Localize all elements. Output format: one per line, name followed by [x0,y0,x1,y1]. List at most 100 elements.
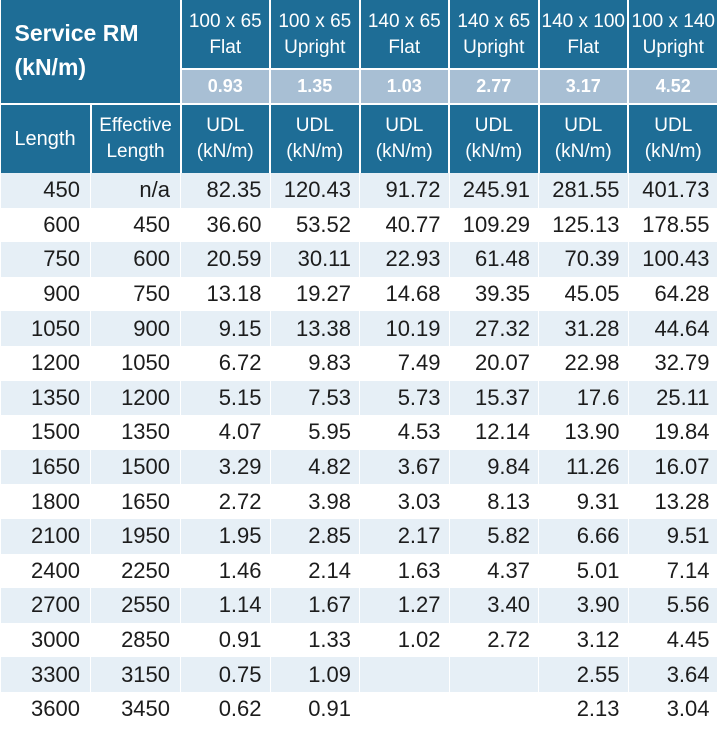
effective-length-cell: n/a [89,173,181,208]
udl-cell: 13.90 [538,415,629,450]
length-cell: 3000 [0,622,91,658]
udl-cell: 6.66 [538,518,629,554]
udl-cell: 8.13 [448,484,539,519]
table-row: 2100 1950 1.95 2.85 2.17 5.82 6.66 9.51 [0,518,717,554]
udl-cell: 7.49 [359,345,450,381]
length-cell: 1650 [0,449,91,485]
length-cell: 750 [0,242,91,277]
length-cell: 3300 [0,657,91,692]
udl-header: UDL (kN/m) [358,104,450,173]
udl-cell: 2.85 [269,518,360,554]
effective-length-cell: 3450 [89,691,181,727]
udl-cell: 3.40 [448,588,539,623]
udl-cell: 1.67 [269,588,360,623]
udl-cell: 19.27 [269,276,360,312]
udl-cell: 1.14 [180,588,271,623]
udl-cell: 2.17 [359,518,450,554]
effective-length-cell: 1050 [89,345,181,381]
udl-cell: 4.45 [627,622,717,658]
udl-header: UDL (kN/m) [627,104,717,173]
udl-cell: 5.95 [269,415,360,450]
length-header: Length [0,104,91,173]
table-row: 1650 1500 3.29 4.82 3.67 9.84 11.26 16.07 [0,449,717,485]
udl-header: UDL (kN/m) [179,104,271,173]
udl-cell: 30.11 [269,242,360,277]
udl-cell: 82.35 [180,173,271,208]
udl-cell: 0.75 [180,657,271,692]
table-row: 3000 2850 0.91 1.33 1.02 2.72 3.12 4.45 [0,622,717,658]
udl-cell: 14.68 [359,276,450,312]
udl-cell: 3.67 [359,449,450,485]
udl-cell: 281.55 [538,173,629,208]
effective-length-cell: 750 [89,276,181,312]
effective-length-cell: 1650 [89,484,181,519]
udl-cell: 3.04 [627,691,717,727]
udl-cell: 3.98 [269,484,360,519]
table-row: 600 450 36.60 53.52 40.77 109.29 125.13 178.55 [0,207,717,243]
table-row: 450 n/a 82.35 120.43 91.72 245.91 281.55 401.73 [0,173,717,208]
udl-cell: 13.38 [269,311,360,346]
udl-cell: 15.37 [448,380,539,416]
udl-cell: 9.84 [448,449,539,485]
column-header: 140 x 65 Upright [448,0,539,69]
udl-cell: 120.43 [269,173,360,208]
table-row: 900 750 13.18 19.27 14.68 39.35 45.05 64.28 [0,276,717,312]
udl-cell: 0.62 [180,691,271,727]
service-rm-value: 0.93 [179,68,271,105]
udl-cell: 61.48 [448,242,539,277]
table-row: 1500 1350 4.07 5.95 4.53 12.14 13.90 19.84 [0,415,717,450]
udl-cell: 22.98 [538,345,629,381]
length-cell: 1500 [0,415,91,450]
effective-length-cell: 450 [89,207,181,243]
udl-cell: 3.64 [627,657,717,692]
column-header: 140 x 100 Flat [537,0,629,69]
effective-length-cell: 2250 [89,553,181,589]
table-row: 2700 2550 1.14 1.67 1.27 3.40 3.90 5.56 [0,588,717,623]
column-header: 100 x 65 Flat [179,0,271,69]
udl-cell: 16.07 [627,449,717,485]
table-title: Service RM (kN/m) [0,0,182,105]
udl-cell: 2.13 [538,691,629,727]
length-cell: 2400 [0,553,91,589]
udl-cell: 13.18 [180,276,271,312]
udl-cell: 100.43 [627,242,717,277]
udl-cell: 2.14 [269,553,360,589]
udl-cell: 13.28 [627,484,717,519]
service-rm-value: 3.17 [537,68,629,105]
column-header: 100 x 140 Upright [627,0,717,69]
udl-cell: 1.46 [180,553,271,589]
udl-cell: 3.12 [538,622,629,658]
udl-header: UDL (kN/m) [537,104,629,173]
udl-cell: 2.72 [180,484,271,519]
table-row: 3300 3150 0.75 1.09 2.55 3.64 [0,657,717,692]
length-cell: 450 [0,173,91,208]
udl-cell: 7.14 [627,553,717,589]
udl-cell: 1.33 [269,622,360,658]
table-body: 450 n/a 82.35 120.43 91.72 245.91 281.55 401.73… [0,173,717,727]
udl-cell: 109.29 [448,207,539,243]
udl-cell: 9.31 [538,484,629,519]
table-row: 3600 3450 0.62 0.91 2.13 3.04 [0,691,717,727]
effective-length-cell: 2550 [89,588,181,623]
udl-cell: 44.64 [627,311,717,346]
length-cell: 2100 [0,518,91,554]
service-rm-value: 2.77 [448,68,539,105]
udl-cell: 1.27 [359,588,450,623]
udl-cell: 45.05 [538,276,629,312]
udl-cell: 178.55 [627,207,717,243]
table-row: 1200 1050 6.72 9.83 7.49 20.07 22.98 32.79 [0,345,717,381]
udl-cell: 2.72 [448,622,539,658]
udl-cell: 31.28 [538,311,629,346]
udl-cell: 25.11 [627,380,717,416]
column-header: 100 x 65 Upright [269,0,360,69]
udl-cell: 1.09 [269,657,360,692]
udl-cell: 1.02 [359,622,450,658]
udl-cell: 11.26 [538,449,629,485]
udl-cell [448,691,539,727]
udl-cell: 64.28 [627,276,717,312]
udl-cell: 5.73 [359,380,450,416]
udl-cell: 3.29 [180,449,271,485]
title-line-2: (kN/m) [14,54,87,80]
udl-cell: 401.73 [627,173,717,208]
effective-length-cell: 2850 [89,622,181,658]
